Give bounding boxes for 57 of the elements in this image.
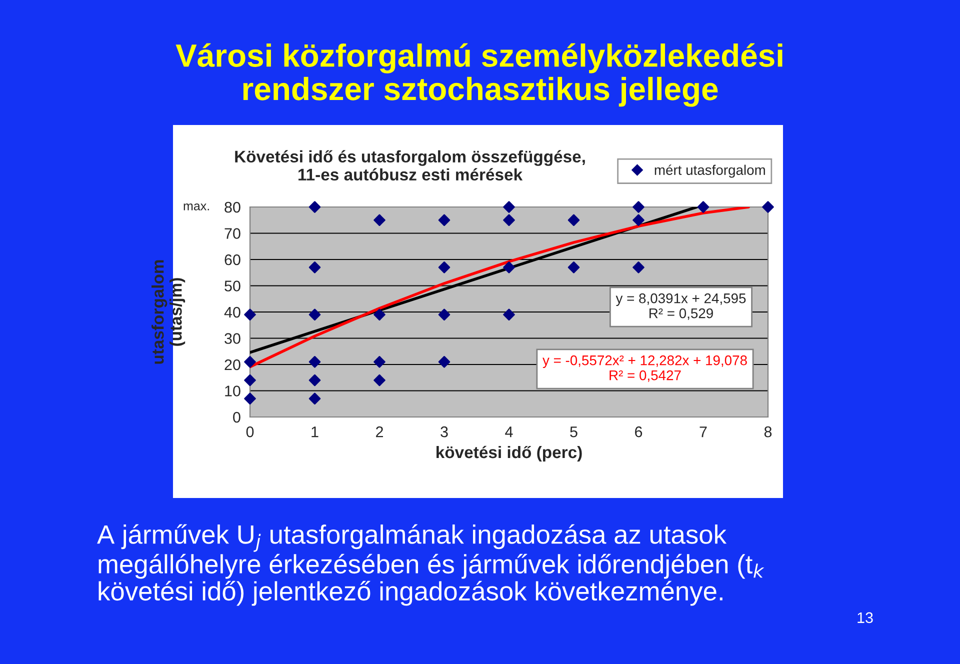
point	[308, 392, 321, 405]
point	[762, 201, 774, 213]
point	[244, 392, 256, 405]
point	[308, 201, 321, 213]
point	[374, 374, 386, 386]
x-tick-label: 1	[312, 426, 318, 438]
point	[568, 261, 580, 274]
point	[308, 261, 321, 274]
chart-subtitle: Követési idő és utasforgalom összefüggése, 11-es autóbusz esti mérések	[235, 150, 585, 181]
x-tick-label: 0	[246, 426, 254, 438]
y-tick-label: 0	[233, 412, 240, 423]
x-tick-label: 8	[764, 426, 772, 438]
point	[568, 214, 580, 226]
x-tick-label: 7	[700, 426, 707, 438]
point	[308, 356, 321, 368]
point	[632, 201, 644, 213]
point	[374, 356, 386, 368]
y-tick-label: 70	[224, 228, 240, 239]
y-tick-label: 10	[225, 386, 240, 396]
point	[503, 201, 515, 213]
x-tick-label: 3	[440, 426, 448, 438]
x-tick-label: 2	[376, 426, 383, 438]
point	[244, 308, 256, 321]
text: 13	[858, 612, 873, 624]
text: max.	[184, 204, 209, 210]
point	[244, 356, 256, 368]
chart-title: Városi közforgalmú személyközlekedési rendszer sztochasztikus jellege	[176, 43, 782, 107]
point	[503, 214, 515, 226]
x-tick-label: 6	[635, 426, 642, 438]
x-tick-label: 4	[505, 426, 513, 438]
point	[308, 308, 321, 321]
point	[244, 374, 256, 386]
y-tick-label: 60	[224, 254, 240, 266]
x-axis-title: követési idő (perc)	[436, 446, 582, 462]
point	[438, 356, 450, 368]
point	[438, 261, 450, 274]
point	[308, 374, 321, 386]
point	[374, 214, 386, 226]
legend-label: mért utasforgalom	[654, 164, 765, 178]
y-tick-label: 30	[224, 333, 240, 344]
point	[503, 308, 515, 321]
y-tick-label: 50	[224, 280, 240, 292]
point	[697, 201, 710, 213]
point	[374, 308, 386, 321]
y-tick-label: 80	[224, 202, 240, 213]
point	[438, 214, 450, 226]
y-axis-title: utasforgalom (utas/jm)	[152, 260, 186, 364]
y-tick-label: 40	[224, 306, 240, 318]
point	[632, 261, 644, 274]
annotation: y = 8,0391x + 24,595 R² = 0,529	[616, 293, 746, 320]
point	[632, 214, 644, 226]
text: A járművek U$_{j}$ utasforgalmának ingadozása az utasok megállóhelyre érkezésében és járművek időrendjében (t$_{k}$ követési idő) jelentkező ingadozások következménye.	[97, 524, 764, 606]
annotation: y = -0,5572x² + 12,282x + 19,078 R² = 0,5427	[542, 355, 747, 382]
x-tick-label: 5	[570, 426, 578, 438]
point	[438, 308, 450, 321]
point	[503, 261, 515, 274]
y-tick-label: 20	[224, 359, 240, 370]
